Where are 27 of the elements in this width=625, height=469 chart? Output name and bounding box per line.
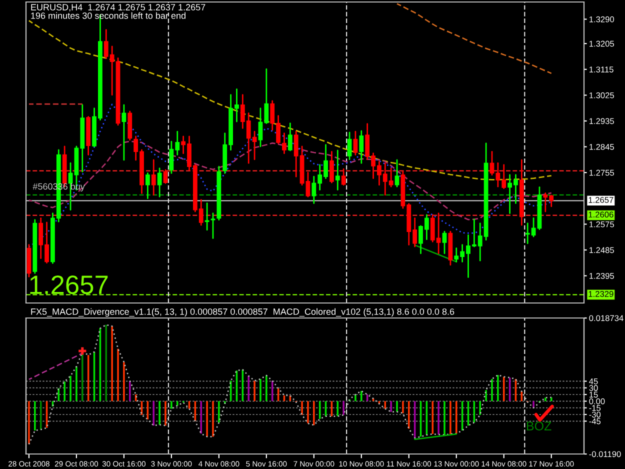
annotation: BOZ [526, 422, 552, 430]
y2-tick-label: 15 [589, 392, 598, 398]
ref-line-label: 1.2606 [588, 212, 614, 218]
y2-tick-label: 45 [589, 378, 598, 384]
y2-tick-label: -15 [589, 405, 601, 411]
y2-tick-label: -45 [589, 418, 601, 424]
y2-tick-label: 30 [589, 385, 598, 391]
ref-line-label: 1.2657 [588, 196, 614, 203]
y-tick-label: 0.018734 [589, 315, 624, 322]
y-tick-label: 1.2575 [589, 221, 614, 228]
y-tick-label: 1.3115 [589, 66, 614, 72]
y2-tick-label: -30 [589, 412, 601, 418]
ref-line-label: 1.2329 [588, 291, 614, 297]
chart-title: EURUSD,H4 1.2674 1.2675 1.2637 1.2657 [31, 4, 206, 12]
annotation: 1.2657 [30, 275, 108, 294]
y-tick-label: 1.2935 [589, 118, 614, 124]
text: 196 minutes 30 seconds left to bar end [31, 12, 186, 19]
y-tick-label: -0.01190 [589, 451, 621, 458]
y-tick-label: 1.3205 [589, 40, 614, 47]
chart-title: FX5_MACD_Divergence_v1.1(5, 13, 1) 0.000857 0.000857 MACD_Colored_v102 (5,13,1) 8.6 0.0 0.0 8.6 [31, 308, 454, 317]
y-tick-label: 1.2485 [589, 247, 614, 254]
y-tick-label: 1.2395 [589, 272, 614, 279]
y-tick-label: 1.2845 [589, 144, 614, 150]
y-tick-label: 1.3025 [589, 92, 614, 98]
y-tick-label: 1.3290 [589, 16, 614, 22]
y-tick-label: 1.2755 [589, 170, 614, 176]
y2-tick-label: 0.00 [589, 398, 605, 404]
